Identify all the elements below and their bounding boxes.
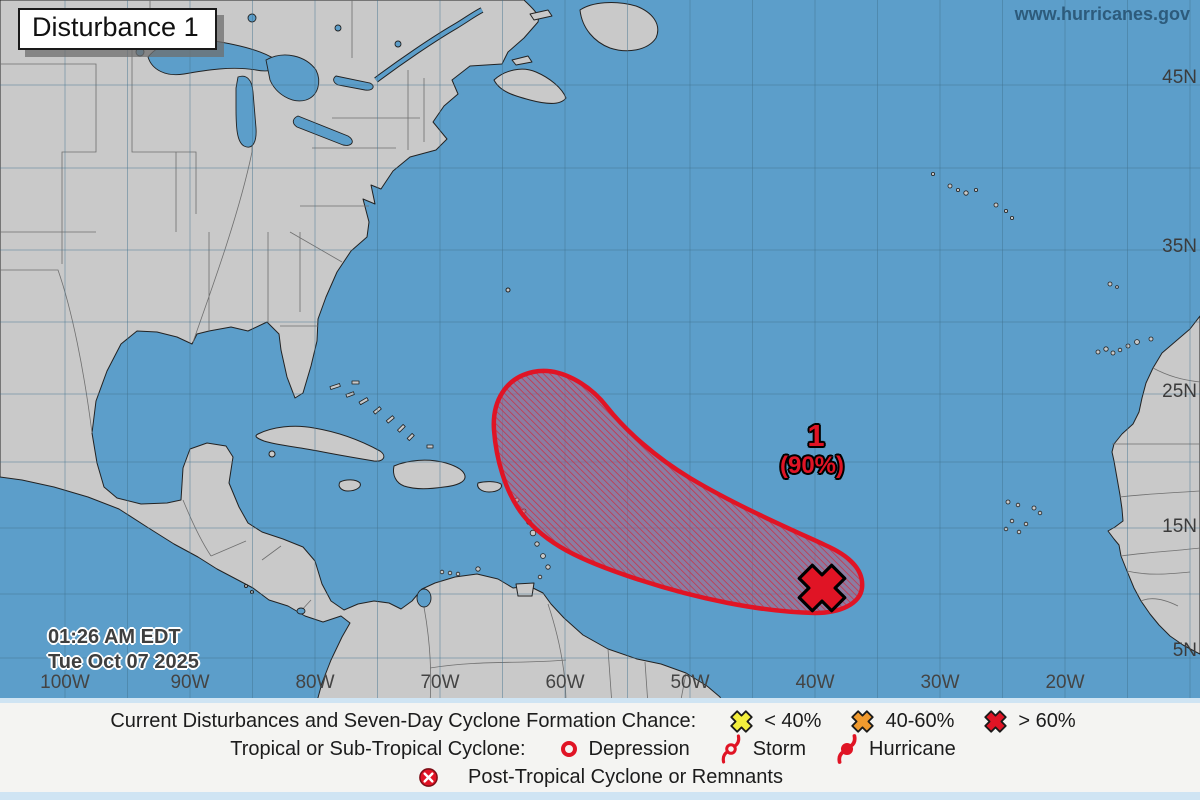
legend-hurricane-text: Hurricane (869, 737, 956, 760)
legend-storm-text: Storm (752, 737, 807, 760)
lon-label-80w: 80W (295, 672, 335, 693)
hispaniola-island (393, 459, 466, 490)
lat-label-25n: 25N (1162, 381, 1197, 402)
canada-lake (247, 13, 257, 23)
post-tropical-icon (417, 766, 440, 789)
disturbance-title-box: Disturbance 1 (18, 8, 217, 50)
cape-verde-islands (1003, 499, 1043, 535)
disturbance-title-label: Disturbance 1 (32, 12, 199, 42)
legend-post-tropical-text: Post-Tropical Cyclone or Remnants (468, 765, 783, 788)
lake-maracaibo (416, 588, 432, 608)
bahamas-islands (329, 380, 434, 449)
bermuda-island (505, 287, 511, 293)
madeira-islands (1107, 281, 1119, 289)
legend-cyclone-label: Tropical or Sub-Tropical Cyclone: (230, 737, 526, 760)
jamaica-island (338, 479, 361, 492)
legend-more-60-text: > 60% (1018, 709, 1076, 732)
anticosti-island (529, 9, 553, 21)
legend-item-more-60: > 60% (982, 708, 1076, 735)
lake-erie (292, 115, 353, 146)
lon-label-50w: 50W (670, 672, 710, 693)
issuance-date: Tue Oct 07 2025 (48, 651, 199, 673)
atlantic-basin-map (0, 0, 1200, 705)
canary-islands (1095, 336, 1154, 356)
lon-label-60w: 60W (545, 672, 585, 693)
lake-huron (265, 54, 320, 102)
lake-nicaragua (296, 607, 306, 615)
legend-depression-text: Depression (588, 737, 690, 760)
legend: Current Disturbances and Seven-Day Cyclo… (0, 698, 1200, 800)
legend-item-storm: Storm (718, 734, 806, 764)
hurricane-icon (834, 734, 860, 764)
lake-ontario (333, 75, 374, 91)
legend-40-60-text: 40-60% (885, 709, 955, 732)
canada-lake (394, 40, 402, 48)
issuance-timestamp: 01:26 AM EDT Tue Oct 07 2025 (48, 625, 199, 675)
disturbance-number-label: 1 (807, 418, 825, 453)
x-marker-red-icon (982, 708, 1009, 735)
x-marker-yellow-icon (728, 708, 755, 735)
legend-item-hurricane: Hurricane (834, 734, 956, 764)
isle-of-youth (268, 450, 276, 458)
trinidad-island (515, 582, 535, 597)
lat-label-5n: 5N (1172, 640, 1197, 661)
lon-label-40w: 40W (795, 672, 835, 693)
x-marker-orange-icon (849, 708, 876, 735)
azores-islands (931, 171, 1015, 220)
formation-area[interactable] (491, 368, 865, 616)
legend-formation-label: Current Disturbances and Seven-Day Cyclo… (110, 709, 697, 732)
lat-label-15n: 15N (1162, 516, 1197, 537)
lon-label-30w: 30W (920, 672, 960, 693)
lat-label-35n: 35N (1162, 236, 1197, 257)
legend-less-40-text: < 40% (764, 709, 822, 732)
puerto-rico-island (477, 481, 502, 493)
disturbance-chance-label: (90%) (779, 452, 845, 479)
americas-landmass (0, 0, 724, 705)
legend-item-depression: Depression (558, 738, 690, 761)
lake-michigan (235, 75, 257, 148)
state-country-borders (0, 0, 1200, 705)
nova-scotia (493, 68, 567, 104)
issuance-time: 01:26 AM EDT (48, 626, 181, 648)
website-watermark: www.hurricanes.gov (1014, 4, 1190, 24)
lon-label-70w: 70W (420, 672, 460, 693)
venezuela-offshore-islands (439, 566, 481, 577)
legend-item-less-40: < 40% (728, 708, 821, 735)
lon-label-20w: 20W (1045, 672, 1085, 693)
lat-label-45n: 45N (1162, 67, 1197, 88)
cuba-island (255, 425, 385, 462)
prince-edward-island (511, 55, 533, 66)
st-lawrence-river (374, 7, 484, 83)
africa-landmass (1107, 315, 1200, 655)
legend-row-cyclone-types: Tropical or Sub-Tropical Cyclone: Depres… (0, 734, 1200, 764)
landmasses (0, 0, 1200, 705)
legend-row-post-tropical: Post-Tropical Cyclone or Remnants (0, 763, 1200, 791)
storm-icon (718, 734, 744, 764)
canada-lake (334, 24, 342, 32)
newfoundland-island (579, 2, 659, 52)
lon-label-90w: 90W (170, 672, 210, 693)
legend-row-formation-chance: Current Disturbances and Seven-Day Cyclo… (0, 707, 1200, 735)
depression-icon (558, 738, 580, 760)
lon-label-100w: 100W (40, 672, 90, 693)
legend-item-40-60: 40-60% (849, 708, 954, 735)
san-andres-islands (244, 584, 254, 594)
